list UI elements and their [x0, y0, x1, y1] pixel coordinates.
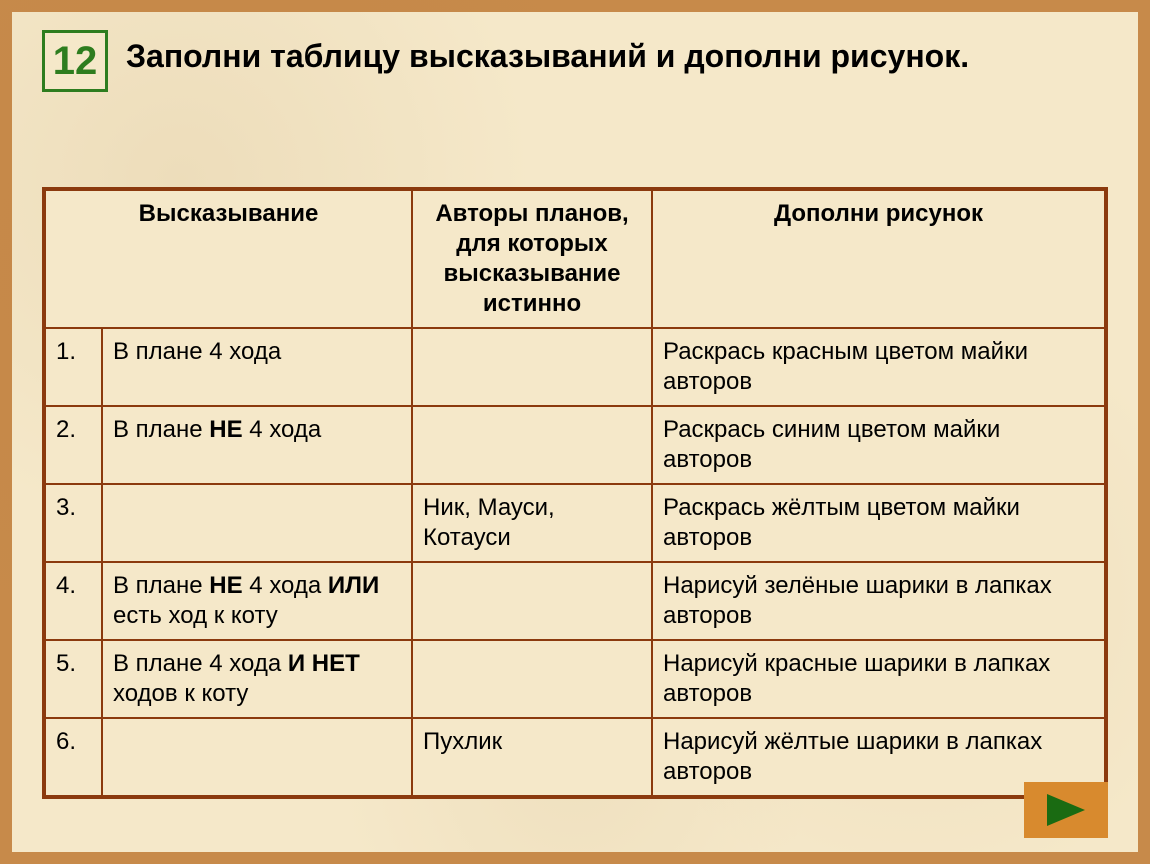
table-row: 2.В плане НЕ 4 хода Раскрась синим цветом… [44, 406, 1106, 484]
row-statement: В плане 4 хода [102, 328, 412, 406]
row-statement: В плане НЕ 4 хода ИЛИ есть ход к коту [102, 562, 412, 640]
row-authors: Пухлик [412, 718, 652, 797]
table-row: 5.В плане 4 хода И НЕТ ходов к коту Нарис… [44, 640, 1106, 718]
row-number: 2. [44, 406, 102, 484]
row-authors: Ник, Мауси, Котауси [412, 484, 652, 562]
row-statement: В плане 4 хода И НЕТ ходов к коту [102, 640, 412, 718]
col-header-statement: Высказывание [44, 189, 412, 328]
row-authors [412, 406, 652, 484]
arrow-right-icon [1043, 790, 1089, 830]
table-row: 3. Ник, Мауси, КотаусиРаскрась жёлтым цве… [44, 484, 1106, 562]
header-row: 12 Заполни таблицу высказываний и дополн… [42, 30, 1108, 92]
row-picture: Раскрась жёлтым цветом майки авторов [652, 484, 1106, 562]
row-statement [102, 718, 412, 797]
row-picture: Нарисуй зелёные шарики в лапках авторов [652, 562, 1106, 640]
table-body: 1.В плане 4 хода Раскрась красным цветом … [44, 328, 1106, 797]
row-picture: Раскрась синим цветом майки авторов [652, 406, 1106, 484]
table-header-row: Высказывание Авторы планов, для которых … [44, 189, 1106, 328]
row-statement [102, 484, 412, 562]
table-row: 6.ПухликНарисуй жёлтые шарики в лапках а… [44, 718, 1106, 797]
row-picture: Раскрась красным цветом майки авторов [652, 328, 1106, 406]
task-title: Заполни таблицу высказываний и дополни р… [126, 30, 969, 75]
slide: 12 Заполни таблицу высказываний и дополн… [12, 12, 1138, 852]
col-header-picture: Дополни рисунок [652, 189, 1106, 328]
col-header-authors: Авторы планов, для которых высказывание … [412, 189, 652, 328]
statements-table: Высказывание Авторы планов, для которых … [42, 187, 1108, 799]
task-number: 12 [53, 39, 98, 84]
row-number: 1. [44, 328, 102, 406]
row-number: 4. [44, 562, 102, 640]
row-picture: Нарисуй красные шарики в лапках авторов [652, 640, 1106, 718]
row-authors [412, 562, 652, 640]
next-button[interactable] [1024, 782, 1108, 838]
row-number: 3. [44, 484, 102, 562]
task-number-box: 12 [42, 30, 108, 92]
row-number: 6. [44, 718, 102, 797]
row-authors [412, 640, 652, 718]
table-container: Высказывание Авторы планов, для которых … [42, 187, 1108, 799]
row-number: 5. [44, 640, 102, 718]
table-row: 1.В плане 4 хода Раскрась красным цветом … [44, 328, 1106, 406]
row-authors [412, 328, 652, 406]
table-row: 4.В плане НЕ 4 хода ИЛИ есть ход к коту Н… [44, 562, 1106, 640]
row-statement: В плане НЕ 4 хода [102, 406, 412, 484]
